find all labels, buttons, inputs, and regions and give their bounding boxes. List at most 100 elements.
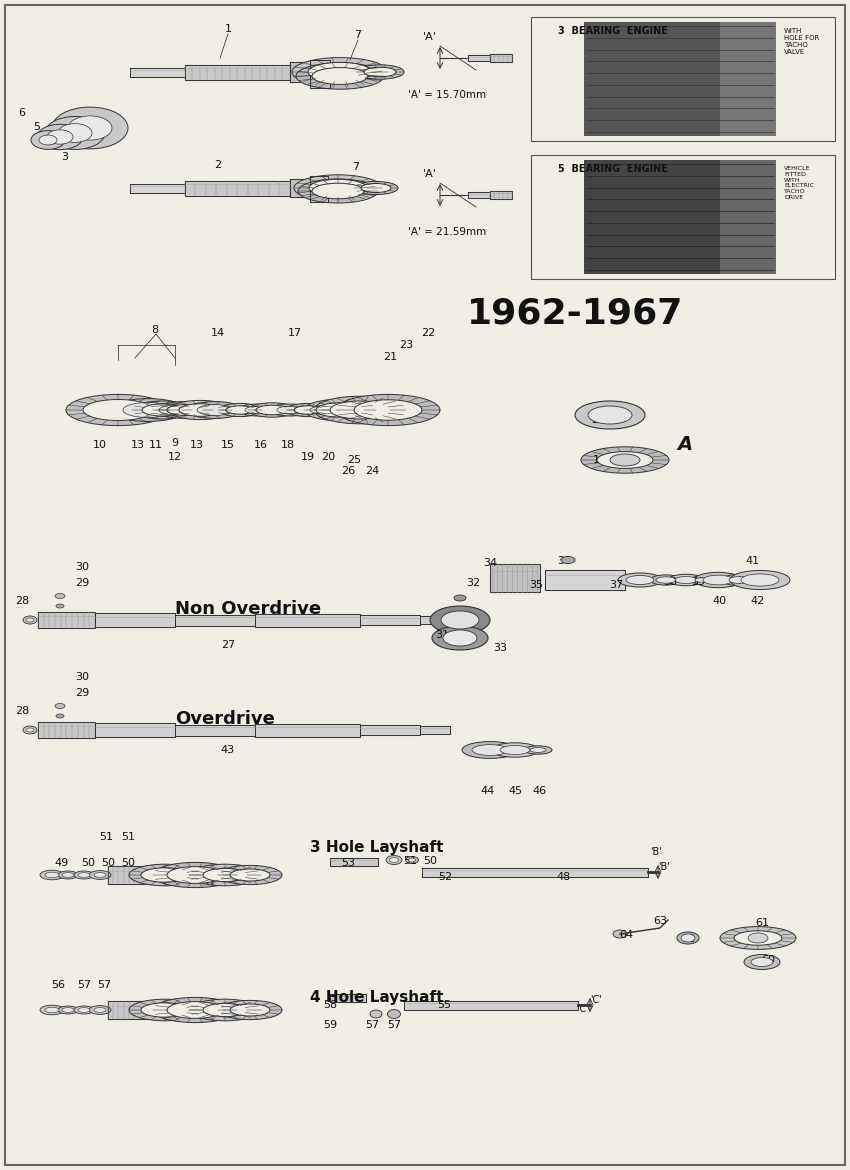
Polygon shape: [108, 866, 150, 885]
Ellipse shape: [197, 405, 233, 415]
Text: 21: 21: [383, 352, 397, 362]
Ellipse shape: [110, 399, 186, 421]
Ellipse shape: [370, 1010, 382, 1018]
Ellipse shape: [153, 997, 237, 1023]
Ellipse shape: [270, 404, 310, 417]
Ellipse shape: [66, 394, 170, 426]
Text: 3: 3: [61, 152, 69, 161]
Text: 29: 29: [75, 688, 89, 698]
Ellipse shape: [141, 868, 189, 882]
Ellipse shape: [690, 576, 714, 584]
FancyBboxPatch shape: [531, 18, 835, 142]
Text: A: A: [677, 435, 693, 454]
Ellipse shape: [316, 402, 364, 418]
Ellipse shape: [441, 611, 479, 629]
Text: 49: 49: [55, 858, 69, 868]
Ellipse shape: [26, 728, 34, 732]
Ellipse shape: [74, 1006, 94, 1014]
Polygon shape: [185, 64, 290, 80]
Text: 16: 16: [254, 440, 268, 450]
Polygon shape: [130, 184, 185, 193]
Text: VEHICLE
FITTED
WITH
ELECTRIC
TACHO
DRIVE: VEHICLE FITTED WITH ELECTRIC TACHO DRIVE: [784, 166, 814, 200]
Text: 64: 64: [619, 930, 633, 940]
Text: 54: 54: [197, 1002, 211, 1012]
Text: 'C': 'C': [590, 994, 602, 1005]
Ellipse shape: [354, 181, 398, 194]
Text: 9: 9: [172, 438, 178, 448]
Polygon shape: [468, 192, 490, 198]
Text: 57: 57: [365, 1020, 379, 1030]
Ellipse shape: [364, 67, 396, 77]
Ellipse shape: [310, 406, 334, 414]
Ellipse shape: [26, 618, 34, 622]
Text: 38: 38: [663, 577, 677, 587]
Text: 39: 39: [691, 577, 705, 587]
Ellipse shape: [218, 1000, 282, 1019]
Text: 29: 29: [75, 578, 89, 589]
Ellipse shape: [432, 626, 488, 651]
Text: 4: 4: [48, 136, 55, 146]
Text: 17: 17: [288, 328, 302, 338]
Ellipse shape: [312, 184, 364, 199]
Ellipse shape: [588, 406, 632, 424]
Ellipse shape: [58, 870, 78, 879]
Ellipse shape: [277, 406, 303, 414]
Ellipse shape: [45, 117, 105, 150]
Text: 10: 10: [93, 440, 107, 450]
Text: 23: 23: [399, 340, 413, 350]
Text: 31: 31: [435, 629, 449, 640]
Ellipse shape: [729, 577, 751, 584]
Ellipse shape: [58, 1006, 78, 1014]
Polygon shape: [360, 725, 420, 735]
Ellipse shape: [681, 934, 695, 942]
Ellipse shape: [189, 865, 261, 886]
Ellipse shape: [226, 406, 254, 414]
Ellipse shape: [309, 179, 367, 197]
Text: 12: 12: [168, 452, 182, 462]
Text: 50: 50: [423, 856, 437, 866]
Text: 19: 19: [593, 455, 607, 464]
Ellipse shape: [94, 1007, 106, 1012]
Text: 61: 61: [755, 918, 769, 928]
Polygon shape: [175, 724, 255, 736]
Ellipse shape: [94, 873, 106, 878]
Ellipse shape: [129, 999, 201, 1020]
Text: 33: 33: [493, 644, 507, 653]
Polygon shape: [95, 723, 175, 737]
Ellipse shape: [56, 604, 64, 608]
Ellipse shape: [356, 64, 404, 80]
Polygon shape: [90, 406, 430, 413]
Ellipse shape: [68, 116, 112, 140]
Text: 42: 42: [751, 596, 765, 606]
Ellipse shape: [89, 1005, 111, 1014]
Ellipse shape: [472, 744, 508, 756]
Ellipse shape: [575, 401, 645, 429]
Ellipse shape: [314, 397, 406, 424]
Ellipse shape: [296, 63, 384, 89]
Text: 24: 24: [365, 466, 379, 476]
Text: 18: 18: [281, 440, 295, 450]
Ellipse shape: [741, 574, 779, 586]
Ellipse shape: [613, 930, 627, 938]
Text: 26: 26: [341, 466, 355, 476]
Ellipse shape: [45, 1007, 59, 1013]
Ellipse shape: [581, 447, 669, 473]
Ellipse shape: [304, 405, 340, 415]
Ellipse shape: [675, 577, 697, 584]
Ellipse shape: [37, 124, 83, 150]
Polygon shape: [38, 722, 95, 738]
Ellipse shape: [500, 745, 530, 755]
Polygon shape: [95, 613, 175, 627]
Text: 43: 43: [221, 745, 235, 755]
Text: 56: 56: [51, 980, 65, 990]
Ellipse shape: [45, 872, 59, 878]
Ellipse shape: [530, 748, 546, 752]
Bar: [720, 22, 776, 136]
Ellipse shape: [129, 865, 201, 886]
Ellipse shape: [189, 999, 261, 1020]
Polygon shape: [130, 68, 185, 76]
Ellipse shape: [388, 1010, 400, 1019]
Ellipse shape: [55, 703, 65, 709]
Ellipse shape: [722, 574, 758, 586]
Ellipse shape: [304, 399, 376, 421]
